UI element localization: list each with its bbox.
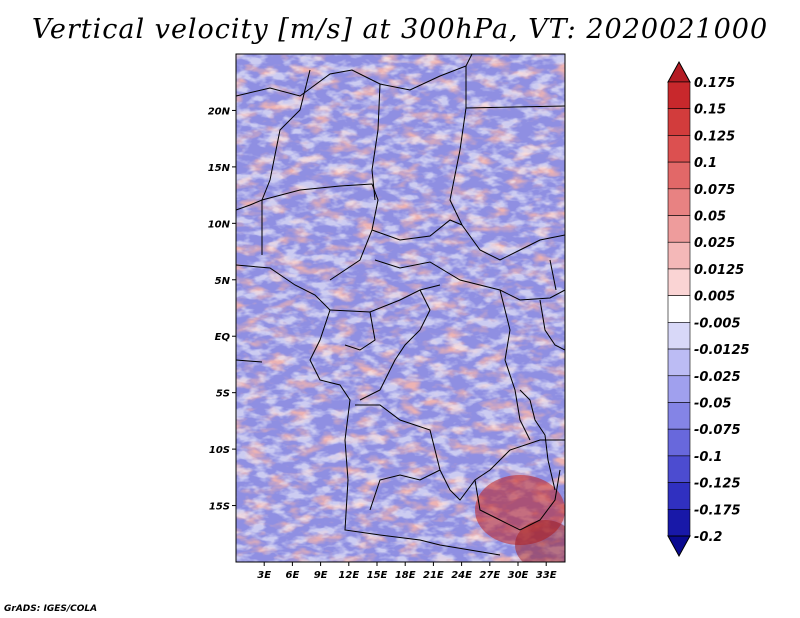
colorbar-label: -0.025: [694, 370, 741, 385]
lon-tick-label: 30E: [508, 570, 529, 581]
colorbar-label: -0.175: [694, 503, 741, 518]
lat-tick-label: 15S: [209, 502, 230, 513]
colorbar-swatch: [667, 348, 691, 377]
lat-tick-label: 20N: [208, 106, 231, 117]
colorbar-label: 0.15: [694, 103, 726, 118]
colorbar-label: -0.2: [694, 530, 722, 545]
lon-tick-label: 9E: [314, 570, 328, 581]
lat-tick-label: 5N: [215, 276, 231, 287]
colorbar-label: -0.1: [694, 450, 722, 465]
lat-tick-label: 10N: [208, 219, 231, 230]
colorbar-label: 0.175: [694, 76, 735, 91]
colorbar-top-arrow: [667, 60, 691, 83]
colorbar-label: -0.0125: [694, 343, 750, 358]
colorbar-swatch: [667, 375, 691, 403]
lon-tick-label: 27E: [479, 570, 500, 581]
colorbar-swatch: [667, 482, 691, 510]
credit-label: GrADS: IGES/COLA: [4, 604, 98, 614]
lon-tick-label: 18E: [395, 570, 416, 581]
lat-tick-label: 10S: [209, 445, 230, 456]
colorbar-swatch: [667, 402, 691, 430]
lat-tick-label: 15N: [208, 163, 231, 174]
colorbar-label: 0.0125: [694, 263, 744, 278]
country-borders: [236, 54, 565, 556]
colorbar-swatch: [667, 81, 691, 110]
lon-tick-label: 6E: [286, 570, 300, 581]
colorbar-label: -0.005: [694, 316, 741, 331]
lat-tick-label: 5S: [216, 389, 230, 400]
colorbar-swatch: [667, 508, 691, 537]
lat-tick-label: EQ: [215, 332, 231, 343]
map-title: Vertical velocity [m/s] at 300hPa, VT: 2…: [31, 14, 769, 45]
colorbar-swatch: [667, 322, 691, 350]
colorbar-label: -0.05: [694, 396, 731, 411]
colorbar-swatch: [667, 188, 691, 216]
colorbar-swatch: [667, 241, 691, 270]
colorbar-label: 0.125: [694, 129, 735, 144]
colorbar-label: 0.05: [694, 210, 726, 225]
lon-tick-label: 33E: [536, 570, 557, 581]
lon-tick-label: 24E: [451, 570, 472, 581]
colorbar-swatch: [667, 215, 691, 243]
colorbar-swatch: [667, 161, 691, 190]
lon-tick-label: 15E: [367, 570, 388, 581]
colorbar-swatch: [667, 455, 691, 483]
lon-tick-label: 21E: [423, 570, 444, 581]
colorbar-swatch: [667, 135, 691, 163]
colorbar-label: 0.025: [694, 236, 735, 251]
colorbar-swatch: [667, 295, 691, 323]
colorbar-bottom-arrow: [667, 535, 691, 558]
colorbar-swatch: [667, 268, 691, 296]
colorbar-label: -0.075: [694, 423, 741, 438]
lon-tick-label: 3E: [257, 570, 271, 581]
colorbar-label: 0.075: [694, 183, 735, 198]
colorbar-swatch: [667, 108, 691, 136]
colorbar-label: -0.125: [694, 477, 741, 492]
colorbar-label: 0.1: [694, 156, 717, 171]
colorbar-label: 0.005: [694, 290, 735, 305]
map-frame: 20N 15N 10N 5N EQ 5S 10S 15S 3E 6E 9E 12E 15E 18E 21E…: [208, 53, 566, 581]
velocity-field: [236, 54, 565, 562]
colorbar-swatch: [667, 428, 691, 457]
colorbar: 0.175 0.15 0.125 0.1 0.075 0.05 0.025 0.0125 0.0…: [667, 60, 750, 558]
lon-tick-label: 12E: [338, 570, 359, 581]
